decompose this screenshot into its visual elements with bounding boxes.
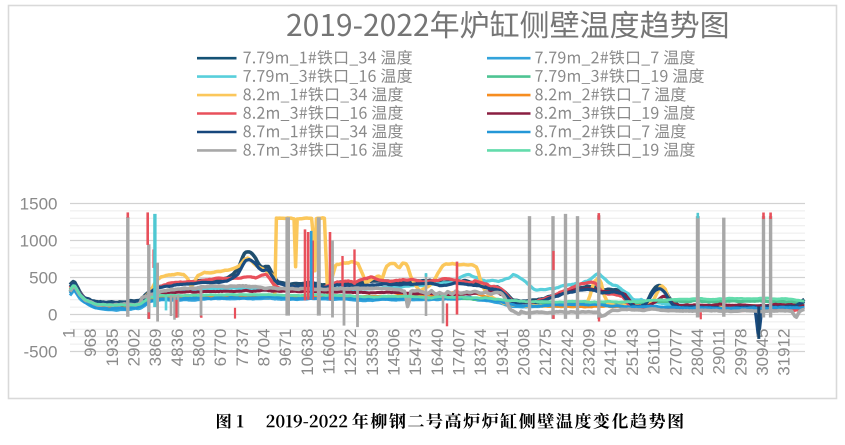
svg-text:25143: 25143	[623, 329, 642, 376]
svg-text:27077: 27077	[666, 329, 685, 376]
svg-text:500: 500	[29, 269, 57, 288]
svg-text:0: 0	[48, 306, 57, 325]
svg-text:8704: 8704	[255, 329, 274, 367]
svg-text:5803: 5803	[190, 329, 209, 367]
svg-text:2902: 2902	[125, 329, 144, 367]
svg-text:20308: 20308	[515, 329, 534, 376]
svg-text:13539: 13539	[363, 329, 382, 376]
svg-text:1000: 1000	[20, 232, 58, 251]
svg-text:30945: 30945	[753, 329, 772, 376]
svg-text:11605: 11605	[320, 329, 339, 375]
svg-text:6770: 6770	[211, 329, 230, 367]
svg-text:16440: 16440	[428, 329, 447, 376]
svg-text:26110: 26110	[645, 329, 664, 375]
svg-text:3869: 3869	[146, 329, 165, 367]
svg-text:29978: 29978	[731, 329, 750, 376]
svg-text:10638: 10638	[298, 329, 317, 376]
svg-text:22242: 22242	[558, 329, 577, 376]
svg-text:19341: 19341	[493, 329, 512, 376]
svg-text:1935: 1935	[103, 329, 122, 367]
svg-text:29011: 29011	[710, 329, 729, 375]
svg-text:24176: 24176	[601, 329, 620, 376]
svg-text:9671: 9671	[276, 329, 295, 367]
svg-text:1500: 1500	[20, 195, 58, 214]
svg-text:12572: 12572	[341, 329, 360, 376]
svg-text:7737: 7737	[233, 329, 252, 367]
svg-text:968: 968	[81, 329, 100, 357]
svg-text:28044: 28044	[688, 329, 707, 376]
svg-text:14506: 14506	[385, 329, 404, 376]
svg-text:-500: -500	[23, 343, 57, 362]
svg-text:31912: 31912	[775, 329, 794, 376]
svg-text:18374: 18374	[471, 329, 490, 376]
svg-text:21275: 21275	[536, 329, 555, 376]
svg-text:15473: 15473	[406, 329, 425, 376]
svg-text:4836: 4836	[168, 329, 187, 367]
svg-text:1: 1	[60, 329, 79, 338]
svg-text:17407: 17407	[450, 329, 469, 376]
svg-text:23209: 23209	[580, 329, 599, 376]
